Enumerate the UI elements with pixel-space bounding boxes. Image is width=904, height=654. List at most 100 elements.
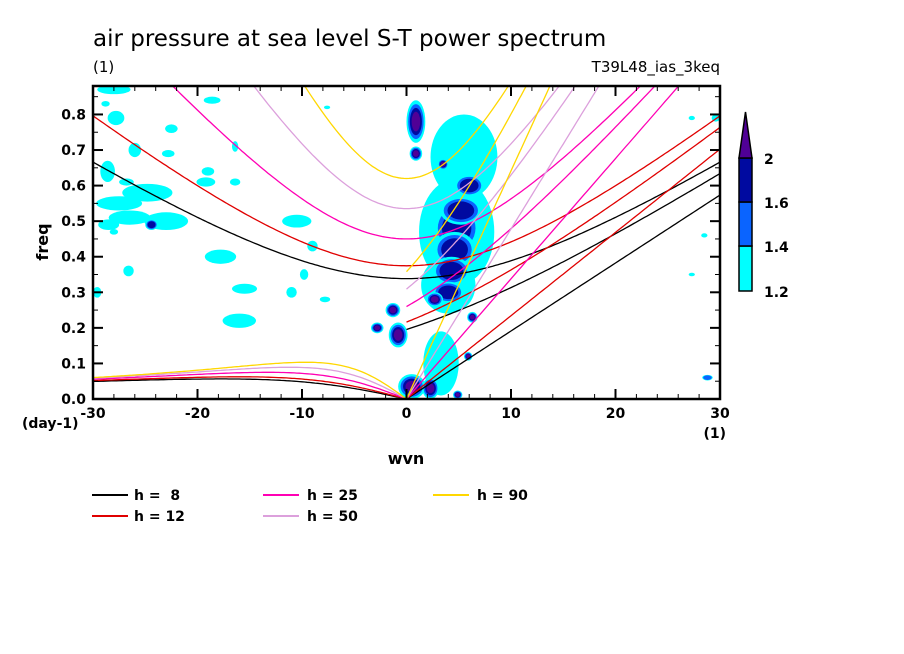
- y-tick-label: 0.0: [61, 392, 86, 408]
- x-tick-label: -10: [289, 406, 315, 422]
- dispersion-curve-h25: [93, 371, 407, 399]
- contour-region-low: [108, 210, 151, 225]
- dispersion-curve-h8: [406, 172, 720, 331]
- contour-region-low: [203, 96, 221, 104]
- legend-label: h = 50: [307, 509, 358, 525]
- dispersion-curve-h25: [406, 86, 656, 308]
- contour-region-low: [222, 313, 257, 328]
- chart-units-label: (1): [93, 58, 114, 76]
- legend-label: h = 90: [477, 488, 528, 504]
- contour-region: [441, 238, 468, 261]
- legend-label: h = 25: [307, 488, 358, 504]
- dispersion-curve-h12: [406, 126, 720, 323]
- dispersion-curve-h12: [93, 376, 407, 399]
- x-tick-label: -30: [80, 406, 106, 422]
- legend-item-h8: h = 8: [92, 488, 180, 504]
- x-tick-label: -20: [185, 406, 211, 422]
- x-axis-label: wvn: [388, 449, 425, 468]
- contour-region-low: [286, 286, 297, 298]
- contour-region-low: [319, 296, 331, 303]
- x-tick-label: 20: [606, 406, 626, 422]
- dispersion-curve-h12: [93, 115, 720, 267]
- contour-region-low: [161, 150, 175, 158]
- y-tick-label: 0.3: [61, 285, 86, 301]
- contour-region: [466, 354, 471, 359]
- colorbar-label: 1.4: [764, 240, 789, 256]
- contour-region: [147, 221, 156, 229]
- contour-region-low: [101, 100, 110, 107]
- contour-region-low: [123, 265, 134, 277]
- contour-region-low: [323, 105, 331, 110]
- contour-region: [455, 392, 460, 397]
- contour-region: [374, 325, 381, 331]
- y-tick-label: 0.5: [61, 214, 86, 230]
- contour-region-low: [688, 272, 695, 277]
- contour-region-low: [701, 233, 708, 238]
- colorbar-label: 1.2: [764, 285, 789, 301]
- legend-label: h = 8: [134, 488, 180, 504]
- contour-region-low: [165, 124, 178, 133]
- contour-region-low: [204, 249, 237, 264]
- contour-region-low: [282, 214, 312, 228]
- dispersion-curves: [93, 86, 720, 399]
- legend-item-h90: h = 90: [433, 488, 528, 504]
- contour-region: [447, 201, 475, 220]
- chart-experiment-label: T39L48_ias_3keq: [591, 58, 720, 77]
- dispersion-curve-h25: [406, 86, 680, 399]
- contour-region-low: [430, 114, 498, 200]
- legend: h = 8 h = 12 h = 25 h = 50 h = 90: [92, 488, 528, 525]
- x-unit-label: (1): [703, 426, 726, 442]
- contour-region-low: [196, 177, 216, 187]
- contour-region-low: [100, 160, 115, 183]
- contour-region-low: [119, 178, 134, 186]
- dispersion-curve-h90: [303, 86, 510, 180]
- colorbar-label: 1.6: [764, 196, 789, 212]
- colorbar-segment: [738, 157, 753, 203]
- contour-region: [703, 375, 712, 380]
- x-tick-label: 30: [710, 406, 730, 422]
- chart-title: air pressure at sea level S-T power spec…: [93, 26, 606, 52]
- colorbar: [738, 111, 753, 292]
- colorbar-labels: 2 1.6 1.4 1.2: [764, 152, 789, 301]
- contour-region-low: [98, 219, 120, 231]
- dispersion-curve-h90: [405, 86, 551, 399]
- dispersion-curve-h50: [93, 366, 407, 399]
- y-tick-label: 0.6: [61, 179, 86, 195]
- contour-region-low: [688, 115, 695, 121]
- dispersion-curve-h8: [93, 161, 720, 280]
- legend-item-h12: h = 12: [92, 509, 185, 525]
- contour-region: [389, 306, 397, 314]
- legend-item-h25: h = 25: [263, 488, 358, 504]
- colorbar-label: 2: [764, 152, 774, 168]
- contour-region-low: [299, 269, 309, 280]
- x-tick-label: 10: [501, 406, 521, 422]
- colorbar-segment: [738, 201, 753, 247]
- y-tick-label: 0.4: [61, 250, 86, 266]
- contour-region-low: [96, 196, 143, 211]
- contour-region-low: [231, 283, 258, 294]
- dispersion-curve-h90: [93, 361, 407, 399]
- contour-region-low: [201, 167, 215, 176]
- x-tick-label: 0: [402, 406, 412, 422]
- spectrum-contours: [93, 86, 720, 399]
- contour-region: [413, 150, 419, 157]
- contour-region: [426, 383, 435, 394]
- dispersion-curve-h12: [406, 148, 720, 399]
- dispersion-curve-h8: [406, 194, 720, 399]
- y-tick-label: 0.1: [61, 356, 86, 372]
- y-tick-label: 0.8: [61, 107, 86, 123]
- y-tick-label: 0.2: [61, 321, 86, 337]
- legend-item-h50: h = 50: [263, 509, 358, 525]
- contour-region-low: [229, 178, 241, 186]
- contour-region: [411, 111, 421, 132]
- contour-region: [430, 296, 439, 303]
- dispersion-curve-h50: [405, 86, 600, 399]
- dispersion-curve-h25: [171, 86, 642, 240]
- y-tick-labels: 0.0 0.1 0.2 0.3 0.4 0.5 0.6 0.7 0.8: [61, 107, 86, 408]
- contour-region: [469, 314, 475, 320]
- legend-label: h = 12: [134, 509, 185, 525]
- colorbar-extend-arrow: [738, 111, 753, 159]
- contour-region: [393, 329, 403, 341]
- dispersion-curve-h50: [406, 86, 576, 290]
